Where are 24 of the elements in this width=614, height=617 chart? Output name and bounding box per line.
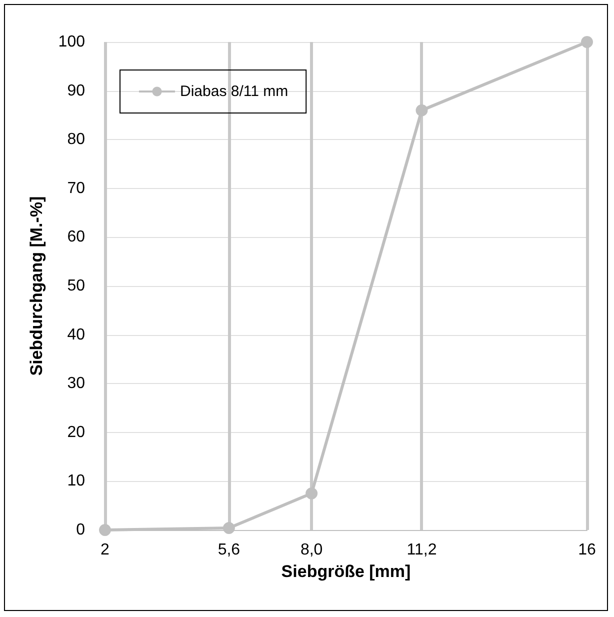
x-tick-label: 5,6 [218, 542, 240, 558]
point [306, 487, 318, 500]
y-tick-label: 20 [67, 424, 86, 441]
point [581, 36, 593, 48]
y-tick-label: 80 [67, 131, 86, 148]
x-tick-label: 8,0 [300, 542, 323, 558]
point [416, 104, 428, 116]
y-tick-label: 100 [58, 34, 86, 50]
y-tick-label: 70 [67, 180, 86, 197]
y-tick-label: 50 [67, 278, 86, 294]
y-tick-label: 10 [67, 472, 86, 490]
x-tick-label: 11,2 [406, 542, 437, 558]
x-tick-label: 2 [100, 542, 110, 558]
x-axis-title: Siebgröße [mm] [281, 562, 411, 581]
point [99, 524, 111, 536]
y-tick-label: 60 [67, 228, 86, 246]
y-tick-label: 90 [67, 82, 86, 100]
y-tick-label: 40 [67, 326, 86, 344]
y-tick-label: 0 [76, 522, 86, 538]
legend-label: Diabas 8/11 mm [180, 83, 288, 100]
y-tick-label: 30 [67, 375, 86, 392]
y-axis-title: Siebdurchgang [M.-%] [27, 196, 46, 376]
x-tick-label: 16 [578, 542, 596, 558]
point [222, 522, 235, 534]
